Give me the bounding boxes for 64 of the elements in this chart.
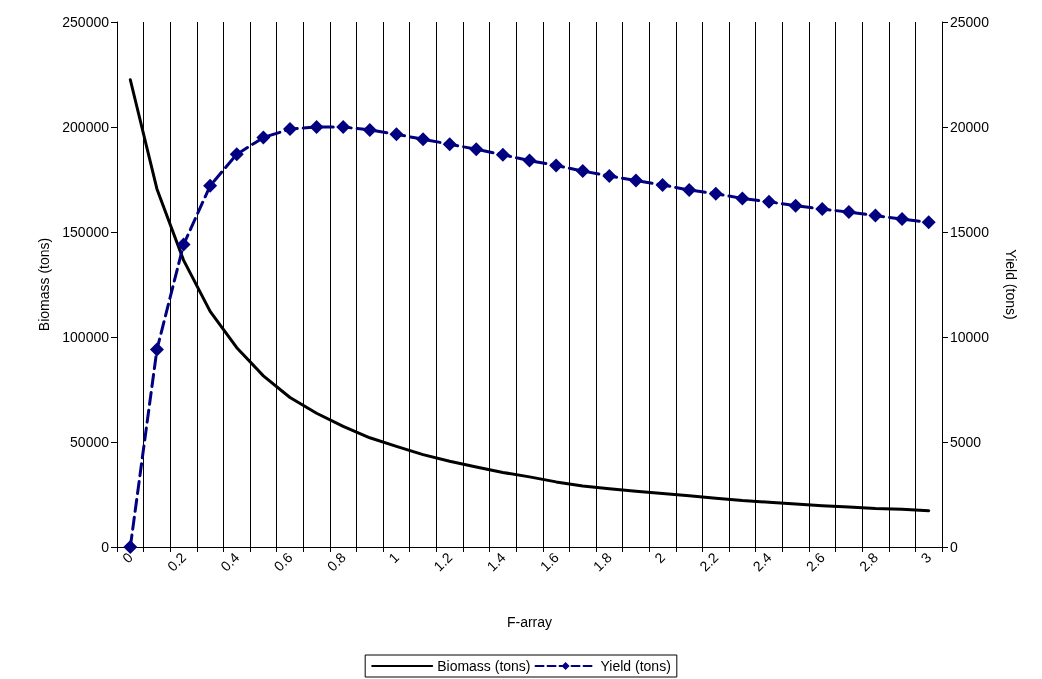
point <box>416 132 431 147</box>
x-tick-label: 1.8 <box>589 549 616 575</box>
point <box>841 205 856 220</box>
point <box>203 178 218 193</box>
point <box>442 137 457 152</box>
x-tick-label: 3 <box>917 549 935 567</box>
x-tick-label: 0.8 <box>323 549 350 575</box>
y-tick-label: 150000 <box>62 224 110 240</box>
point <box>868 208 883 223</box>
y2-tick-label: 10000 <box>950 329 990 345</box>
x-tick-label: 2.8 <box>856 549 882 575</box>
point <box>575 164 590 179</box>
x-tick-label: 2.4 <box>749 549 775 575</box>
y-axis-title: Biomass (tons) <box>36 237 53 332</box>
x-tick-label: 1.6 <box>536 549 562 575</box>
x-tick-label: 2 <box>651 549 669 567</box>
y-tick-label: 50000 <box>70 434 110 450</box>
point <box>628 173 643 188</box>
point <box>815 202 830 217</box>
point <box>921 215 936 230</box>
y2-tick-label: 25000 <box>950 14 990 30</box>
point <box>229 147 244 162</box>
point <box>469 142 484 157</box>
point <box>495 147 510 162</box>
point <box>895 211 910 226</box>
x-tick-label: 0.6 <box>270 549 296 575</box>
y2-tick-label: 0 <box>950 539 958 555</box>
point <box>788 198 803 213</box>
point <box>256 130 271 145</box>
x-tick-label: 1 <box>385 549 403 567</box>
y-tick-label: 250000 <box>62 14 110 30</box>
point <box>655 177 670 192</box>
point <box>549 158 564 173</box>
point <box>336 120 351 134</box>
point <box>309 120 324 134</box>
point <box>176 237 191 252</box>
legend-label: Yield (tons) <box>600 658 671 674</box>
point <box>123 540 138 554</box>
x-tick-label: 2.6 <box>802 549 829 575</box>
point <box>522 153 537 168</box>
x-tick-label: 1.2 <box>430 549 456 575</box>
point <box>362 122 377 137</box>
point <box>602 168 617 183</box>
point <box>389 127 404 142</box>
y-tick-label: 0 <box>101 539 110 555</box>
x-tick-label: 1.4 <box>483 549 509 575</box>
point <box>282 122 297 137</box>
y-tick-label: 100000 <box>62 329 110 345</box>
point <box>735 191 750 206</box>
y2-tick-label: 15000 <box>950 224 990 240</box>
y-tick-label: 200000 <box>62 119 110 135</box>
x-axis-title: F-array <box>506 614 553 630</box>
legend-label: Biomass (tons) <box>437 658 531 674</box>
x-tick-label: 0.4 <box>217 549 243 575</box>
point <box>149 342 164 357</box>
y2-tick-label: 20000 <box>950 119 990 135</box>
x-tick-label: 0 <box>119 549 137 567</box>
point <box>762 194 777 209</box>
y2-axis-title: Yield (tons) <box>1003 249 1019 320</box>
point <box>708 186 723 201</box>
x-tick-label: 2.2 <box>696 549 722 575</box>
point <box>682 183 697 197</box>
y2-tick-label: 5000 <box>950 434 982 450</box>
x-tick-label: 0.2 <box>164 549 190 575</box>
